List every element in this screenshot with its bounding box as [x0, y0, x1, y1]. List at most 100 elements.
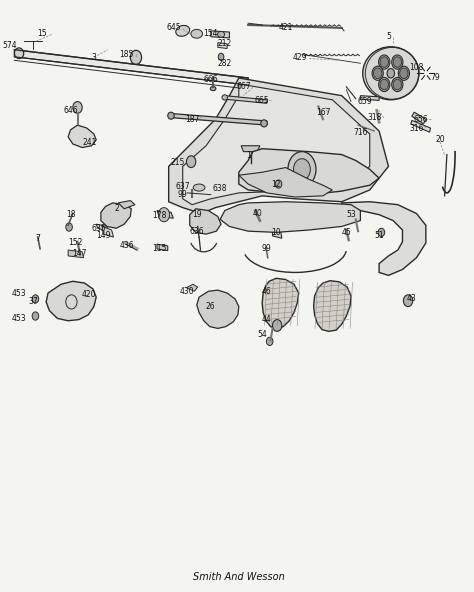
Circle shape [392, 78, 403, 92]
Circle shape [73, 102, 82, 113]
Text: 178: 178 [152, 211, 166, 220]
Circle shape [374, 68, 382, 79]
Circle shape [218, 53, 224, 60]
Text: 716: 716 [353, 128, 368, 137]
Ellipse shape [176, 25, 190, 36]
Text: 667: 667 [236, 82, 251, 91]
Text: 99: 99 [178, 190, 188, 199]
Ellipse shape [218, 31, 225, 37]
Ellipse shape [222, 95, 228, 100]
Text: 3: 3 [91, 53, 96, 62]
Ellipse shape [193, 184, 205, 191]
Text: 1: 1 [246, 152, 251, 160]
Polygon shape [239, 168, 332, 197]
Text: 115: 115 [152, 244, 166, 253]
Text: 212: 212 [218, 39, 232, 49]
Text: 185: 185 [119, 50, 134, 59]
Text: 20: 20 [435, 136, 445, 144]
Polygon shape [157, 211, 173, 218]
Polygon shape [220, 202, 360, 233]
Text: 645: 645 [166, 24, 181, 33]
Polygon shape [157, 244, 168, 250]
Polygon shape [218, 43, 227, 49]
Text: 430: 430 [180, 287, 195, 296]
Circle shape [380, 57, 389, 67]
Text: 19: 19 [192, 210, 201, 219]
Circle shape [293, 159, 310, 180]
Polygon shape [342, 202, 426, 275]
Circle shape [379, 55, 390, 69]
Circle shape [32, 295, 39, 303]
Circle shape [392, 55, 403, 69]
Circle shape [266, 337, 273, 346]
Polygon shape [262, 278, 299, 329]
Text: 2: 2 [115, 204, 119, 213]
Polygon shape [68, 250, 83, 258]
Polygon shape [169, 78, 389, 214]
Polygon shape [46, 281, 96, 321]
Ellipse shape [191, 30, 202, 38]
Polygon shape [360, 96, 379, 101]
Text: 149: 149 [96, 231, 110, 240]
Circle shape [275, 180, 282, 188]
Ellipse shape [210, 86, 216, 91]
Text: 54: 54 [257, 330, 267, 339]
Text: 659: 659 [358, 97, 373, 106]
Text: 429: 429 [292, 53, 307, 62]
Circle shape [393, 79, 401, 90]
Polygon shape [211, 31, 229, 38]
Circle shape [403, 295, 413, 307]
Text: 37: 37 [28, 297, 38, 307]
Text: 318: 318 [367, 113, 382, 122]
Text: 421: 421 [278, 24, 293, 33]
Text: 10: 10 [272, 228, 281, 237]
Text: 656: 656 [414, 115, 428, 124]
Polygon shape [197, 290, 239, 329]
Circle shape [352, 210, 359, 220]
Text: 665: 665 [255, 96, 270, 105]
Circle shape [32, 312, 39, 320]
Text: 167: 167 [316, 108, 330, 117]
Circle shape [372, 66, 383, 81]
Ellipse shape [14, 48, 24, 59]
Circle shape [379, 78, 390, 92]
Text: 40: 40 [253, 209, 263, 218]
Text: 637: 637 [175, 182, 190, 191]
Text: 45: 45 [341, 228, 351, 237]
Text: 436: 436 [119, 242, 134, 250]
Text: 43: 43 [407, 294, 417, 304]
Circle shape [387, 69, 394, 78]
Circle shape [186, 156, 196, 168]
Circle shape [400, 68, 408, 79]
Text: 638: 638 [213, 184, 228, 192]
Text: 51: 51 [374, 231, 384, 240]
Ellipse shape [363, 47, 419, 100]
Text: 574: 574 [2, 41, 17, 50]
Text: 420: 420 [82, 290, 96, 300]
Text: 18: 18 [66, 210, 75, 219]
Polygon shape [412, 112, 426, 124]
Text: 635: 635 [91, 224, 106, 233]
Circle shape [288, 152, 316, 187]
Polygon shape [411, 120, 430, 132]
Polygon shape [225, 96, 267, 104]
Text: 646: 646 [63, 106, 78, 115]
Circle shape [130, 50, 142, 65]
Text: 453: 453 [12, 288, 27, 298]
Polygon shape [96, 224, 108, 231]
Text: 53: 53 [346, 210, 356, 219]
Polygon shape [186, 284, 198, 291]
Text: 282: 282 [218, 59, 232, 67]
Text: 666: 666 [203, 75, 218, 83]
Polygon shape [169, 113, 267, 125]
Circle shape [273, 320, 282, 332]
Ellipse shape [261, 120, 267, 127]
Polygon shape [118, 201, 135, 209]
Text: 46: 46 [262, 287, 272, 296]
Polygon shape [241, 146, 260, 152]
Text: 12: 12 [272, 179, 281, 188]
Text: 44: 44 [262, 315, 272, 324]
Text: 316: 316 [409, 124, 424, 133]
Circle shape [158, 208, 170, 222]
Polygon shape [190, 209, 221, 234]
